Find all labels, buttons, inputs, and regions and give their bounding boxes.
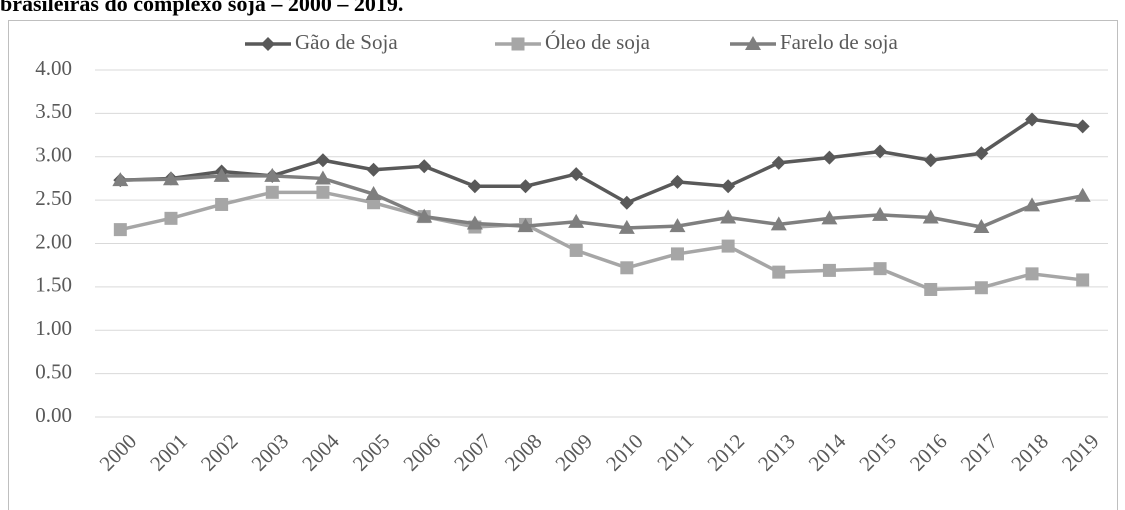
data-point: [872, 206, 889, 221]
x-tick-label: 2008: [500, 429, 547, 476]
y-tick-label: 2.50: [35, 186, 72, 210]
data-point: [164, 211, 178, 225]
legend-marker: [261, 37, 275, 51]
x-tick-label: 2018: [1006, 429, 1053, 476]
data-point: [569, 167, 584, 182]
x-tick-label: 2007: [449, 429, 496, 476]
data-point: [1075, 119, 1090, 134]
x-tick-label: 2015: [854, 429, 901, 476]
data-point: [670, 174, 685, 189]
data-point: [619, 195, 634, 210]
data-point: [873, 144, 888, 159]
x-tick-label: 2010: [601, 429, 648, 476]
data-point: [314, 170, 331, 185]
data-point: [1076, 273, 1090, 287]
series-line: [120, 174, 1084, 230]
data-point: [517, 218, 534, 233]
data-point: [316, 185, 330, 199]
y-tick-label: 1.00: [35, 316, 72, 340]
series-line: [120, 117, 1083, 205]
x-tick-label: 2006: [398, 429, 445, 476]
x-tick-label: 2011: [652, 429, 698, 475]
x-tick-label: 2017: [956, 429, 1003, 476]
x-tick-label: 2013: [753, 429, 800, 476]
data-point: [1025, 112, 1040, 127]
data-point: [417, 159, 432, 174]
x-tick-label: 2003: [247, 429, 294, 476]
data-point: [365, 186, 382, 201]
legend-label: Farelo de soja: [780, 30, 898, 54]
data-point: [669, 218, 686, 233]
data-point: [923, 153, 938, 168]
y-tick-label: 3.50: [35, 99, 72, 123]
y-tick-label: 0.50: [35, 359, 72, 383]
data-point: [974, 146, 989, 161]
data-point: [822, 150, 837, 165]
data-point: [618, 219, 635, 234]
x-tick-label: 2009: [550, 429, 597, 476]
legend-label: Gão de Soja: [295, 30, 398, 54]
y-tick-label: 3.00: [35, 143, 72, 167]
data-point: [213, 167, 230, 182]
chart-title: brasileiras do complexo soja – 2000 – 20…: [0, 0, 403, 16]
data-point: [466, 215, 483, 230]
data-point: [873, 262, 887, 276]
data-point: [1025, 267, 1039, 281]
x-tick-label: 2016: [905, 429, 952, 476]
data-point: [721, 239, 735, 253]
data-point: [770, 216, 787, 231]
y-tick-label: 1.50: [35, 273, 72, 297]
x-tick-label: 2014: [804, 429, 851, 476]
data-point: [922, 209, 939, 224]
data-point: [821, 210, 838, 225]
x-tick-label: 2004: [297, 429, 344, 476]
data-point: [518, 179, 533, 194]
data-point: [720, 209, 737, 224]
data-point: [974, 281, 988, 295]
x-tick-label: 2019: [1057, 429, 1104, 476]
series-line: [119, 190, 1083, 292]
data-point: [771, 155, 786, 170]
data-point: [568, 213, 585, 228]
data-point: [924, 282, 938, 296]
x-tick-label: 2002: [196, 429, 243, 476]
chart-frame: [8, 20, 1118, 510]
data-point: [215, 197, 229, 211]
y-tick-label: 2.00: [35, 229, 72, 253]
legend-marker: [745, 36, 761, 50]
data-point: [569, 243, 583, 257]
x-tick-label: 2005: [348, 429, 395, 476]
y-tick-label: 4.00: [35, 56, 72, 80]
x-tick-label: 2000: [95, 429, 142, 476]
data-point: [265, 185, 279, 199]
data-point: [467, 179, 482, 194]
data-point: [973, 219, 990, 234]
data-point: [721, 179, 736, 194]
data-point: [822, 263, 836, 277]
data-point: [264, 167, 281, 182]
data-point: [772, 265, 786, 279]
data-point: [162, 171, 179, 186]
data-point: [315, 153, 330, 168]
data-point: [1024, 197, 1041, 212]
data-point: [416, 208, 433, 223]
data-point: [620, 261, 634, 275]
data-point: [112, 172, 129, 187]
x-tick-label: 2012: [702, 429, 749, 476]
y-tick-label: 0.00: [35, 403, 72, 427]
data-point: [1074, 187, 1091, 202]
legend-label: Óleo de soja: [545, 30, 651, 54]
data-point: [113, 223, 127, 237]
data-point: [366, 162, 381, 177]
data-point: [670, 247, 684, 261]
legend-marker: [511, 37, 525, 51]
x-tick-label: 2001: [145, 429, 192, 476]
